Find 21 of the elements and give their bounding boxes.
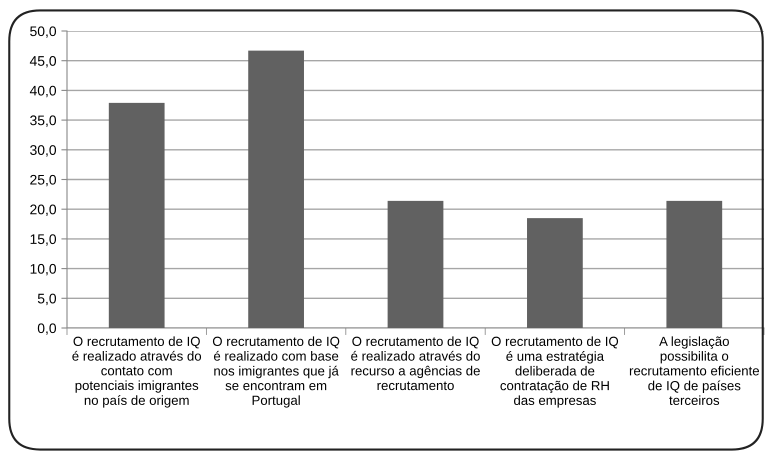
y-tick-label: 25,0 <box>30 174 56 186</box>
bar <box>388 200 444 328</box>
y-tick-label: 10,0 <box>30 264 56 276</box>
bar <box>108 102 165 328</box>
y-tick-label: 5,0 <box>38 294 56 306</box>
bar <box>666 200 722 328</box>
x-tick-label: O recrutamento de IQ é uma estratégia deliberada de contratação de RH das empresas <box>492 336 618 408</box>
x-tick-label: A legislação possibilita o recrutamento eficiente de IQ de países terceiros <box>630 336 759 406</box>
y-tick-label: 30,0 <box>30 145 56 157</box>
y-tick-label: 15,0 <box>30 234 56 246</box>
x-tick-label: O recrutamento de IQ é realizado através do contato com potenciais imigrantes no país de origem <box>72 336 202 408</box>
y-tick-label: 45,0 <box>30 56 56 68</box>
y-tick-label: 50,0 <box>30 26 56 38</box>
bar <box>248 50 304 328</box>
y-tick-label: 35,0 <box>30 115 56 127</box>
y-tick-label: 0,0 <box>38 323 56 335</box>
bar <box>527 218 583 328</box>
y-tick-label: 20,0 <box>30 204 56 216</box>
x-tick-label: O recrutamento de IQ é realizado com base nos imigrantes que já se encontram em Portugal <box>212 336 340 408</box>
y-tick-label: 40,0 <box>30 86 56 98</box>
x-tick-label: O recrutamento de IQ é realizado através do recurso a agências de recrutamento <box>351 336 480 390</box>
